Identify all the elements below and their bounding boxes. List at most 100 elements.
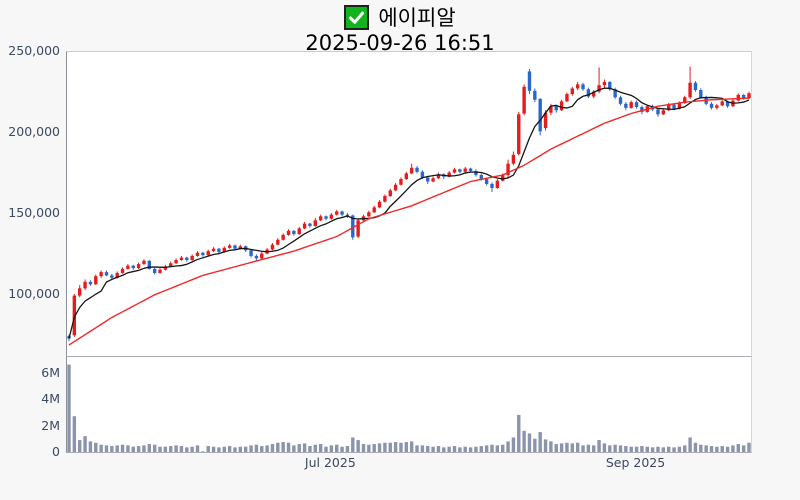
volume-bar — [559, 443, 564, 452]
candle-body — [666, 104, 671, 111]
candle-body — [383, 196, 387, 202]
price-tick-label: 100,000 — [8, 285, 60, 301]
volume-bar — [549, 441, 553, 452]
candle-body — [356, 220, 360, 237]
volume-bar — [169, 446, 173, 452]
candle-body — [120, 268, 125, 273]
candle-body — [581, 84, 585, 90]
volume-bar — [511, 437, 516, 452]
volume-bar — [372, 444, 376, 452]
volume-bar — [361, 444, 366, 452]
candle-body — [206, 251, 210, 256]
volume-bar — [110, 446, 114, 452]
candle-body — [367, 212, 371, 217]
volume-bar — [704, 445, 708, 452]
candlestick-series — [67, 66, 751, 346]
candle-body — [463, 168, 467, 172]
volume-bar — [570, 443, 575, 452]
candle-body — [254, 255, 259, 259]
volume-bar — [543, 439, 548, 452]
volume-bar — [709, 446, 714, 452]
candle-body — [158, 269, 162, 273]
candle-body — [747, 93, 751, 99]
volume-tick-label: 6M — [41, 364, 60, 380]
candle-body — [741, 94, 746, 99]
candle-body — [393, 184, 398, 191]
candle-body — [377, 201, 382, 208]
volume-bar — [463, 446, 467, 452]
chart-title-row: 에이피알 — [0, 3, 800, 31]
candle-body — [190, 255, 194, 261]
volume-bar — [367, 444, 371, 452]
candle-body — [570, 88, 575, 95]
candle-body — [661, 110, 666, 115]
candle-body — [436, 174, 441, 179]
volume-bar — [431, 446, 435, 452]
candle-body — [195, 252, 200, 256]
volume-bar — [88, 441, 93, 452]
volume-bar — [142, 445, 146, 452]
candle-body — [227, 245, 232, 248]
candle-body — [484, 179, 489, 184]
candle-body — [292, 230, 296, 235]
volume-bar — [318, 444, 323, 452]
volume-bar — [720, 446, 724, 452]
volume-bar — [211, 446, 216, 452]
candle-body — [222, 247, 226, 252]
candle-body — [313, 220, 317, 227]
checkmark-icon — [349, 11, 365, 24]
candle-body — [169, 263, 173, 267]
candle-body — [634, 102, 639, 108]
series-visibility-checkbox[interactable] — [344, 4, 370, 30]
volume-bar — [233, 447, 237, 452]
volume-bar — [645, 446, 649, 452]
candle-body — [613, 89, 617, 98]
volume-series — [67, 364, 751, 452]
volume-bar — [152, 444, 157, 452]
candle-body — [522, 86, 526, 114]
volume-bar — [78, 440, 82, 452]
volume-bar — [624, 446, 628, 452]
volume-bar — [747, 442, 751, 452]
volume-bar — [99, 444, 103, 452]
volume-bar — [163, 446, 168, 452]
date-tick-label: Jul 2025 — [304, 455, 356, 470]
volume-bar — [270, 444, 275, 452]
candle-body — [415, 167, 419, 172]
volume-bar — [104, 445, 109, 452]
volume-bar — [731, 445, 735, 452]
volume-bar — [94, 442, 98, 452]
volume-bar — [501, 444, 505, 452]
volume-bar — [404, 442, 409, 452]
candle-body — [286, 230, 291, 235]
volume-bar — [415, 445, 419, 452]
candle-body — [656, 109, 660, 115]
candle-body — [131, 265, 135, 269]
volume-bar — [602, 443, 607, 452]
candle-body — [217, 248, 221, 252]
volume-bar — [436, 446, 441, 452]
candle-body — [672, 104, 676, 109]
volume-bar — [83, 436, 87, 452]
volume-bar — [592, 445, 596, 452]
candle-body — [388, 190, 392, 197]
volume-bar — [661, 447, 666, 452]
volume-bar — [265, 445, 269, 452]
candle-body — [725, 101, 730, 107]
volume-bar — [297, 444, 301, 452]
candle-body — [624, 103, 628, 108]
volume-bar — [222, 446, 226, 452]
candle-body — [174, 260, 178, 264]
candle-body — [640, 107, 644, 112]
candle-body — [629, 102, 633, 108]
volume-bar — [206, 446, 210, 452]
candle-body — [715, 105, 719, 108]
volume-bar — [227, 446, 232, 452]
candle-body — [179, 257, 184, 261]
candle-body — [677, 102, 682, 109]
volume-tick-label: 4M — [41, 391, 60, 406]
candle-body — [72, 295, 77, 336]
volume-bar — [495, 445, 500, 452]
candlestick-chart — [67, 66, 751, 346]
